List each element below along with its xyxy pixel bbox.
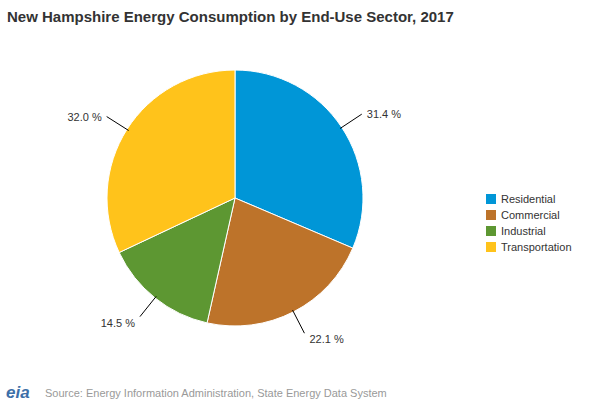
legend-label: Transportation (501, 241, 572, 253)
data-label: 14.5 % (101, 317, 135, 329)
legend-swatch (486, 242, 496, 252)
leader-line (293, 310, 305, 333)
leader-line (140, 296, 156, 316)
pie (107, 70, 363, 326)
legend-label: Industrial (501, 225, 546, 237)
plot-area (107, 70, 363, 326)
legend-swatch (486, 210, 496, 220)
data-labels: 31.4 % 22.1 % 14.5 % 32.0 % (67, 108, 401, 345)
legend-item: Transportation (486, 241, 572, 253)
legend-item: Industrial (486, 225, 546, 237)
legend-label: Residential (501, 193, 555, 205)
slice (107, 70, 235, 253)
data-label: 31.4 % (367, 108, 401, 120)
legend-item: Commercial (486, 209, 560, 221)
legend: Residential Commercial Industrial Transport… (486, 193, 572, 253)
legend-label: Commercial (501, 209, 560, 221)
leader-line (340, 114, 362, 128)
legend-swatch (486, 194, 496, 204)
legend-item: Residential (486, 193, 555, 205)
logo: eia (6, 383, 30, 402)
legend-swatch (486, 226, 496, 236)
title: New Hampshire Energy Consumption by End-… (7, 8, 454, 25)
data-label: 32.0 % (67, 111, 101, 123)
data-label: 22.1 % (309, 333, 343, 345)
chart: New Hampshire Energy Consumption by End-… (0, 0, 612, 408)
source: Source: Energy Information Administratio… (45, 387, 387, 399)
leader-line (107, 117, 129, 131)
